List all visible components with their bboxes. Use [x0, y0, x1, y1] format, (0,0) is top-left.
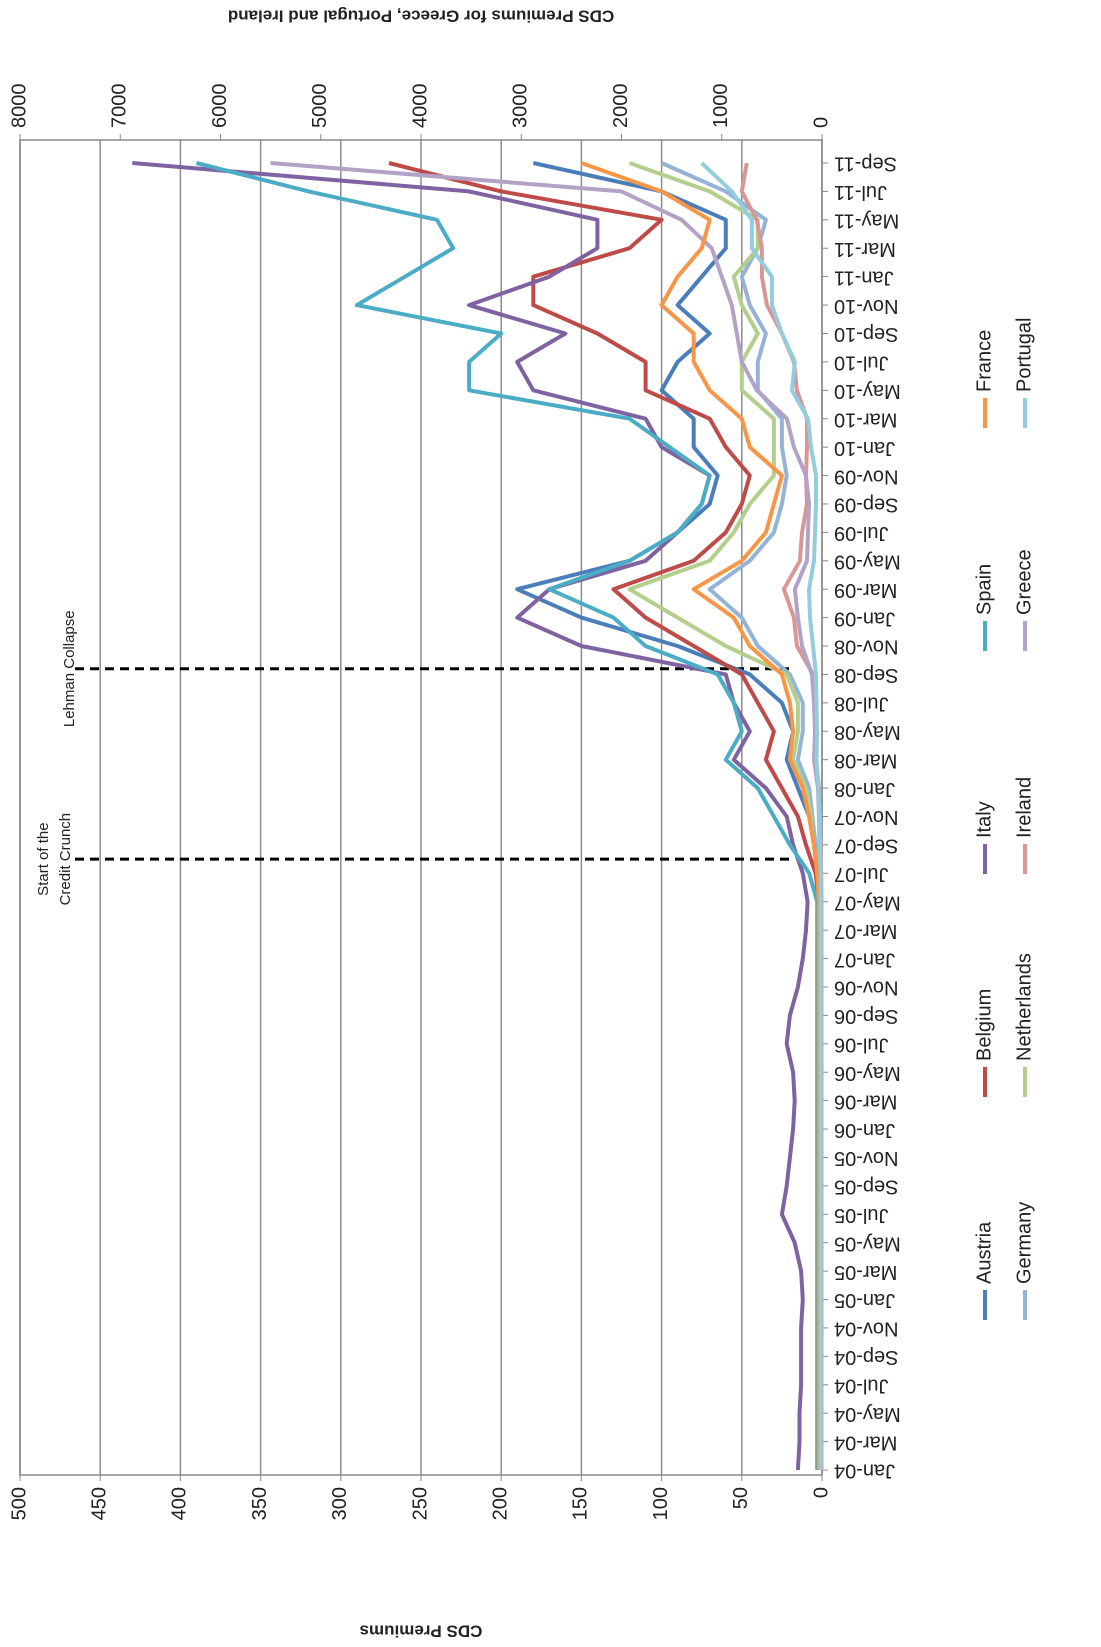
- x-tick-label: Nov-04: [834, 1318, 898, 1340]
- x-tick-label: Nov-09: [834, 465, 898, 487]
- series-line: [700, 161, 823, 1470]
- y2-tick-label: 2000: [610, 84, 632, 129]
- x-tick-label: Mar-07: [834, 920, 897, 942]
- legend-label: Austria: [973, 1221, 995, 1284]
- x-tick-label: Sep-05: [834, 1176, 899, 1198]
- x-tick-label: Sep-10: [834, 323, 899, 345]
- legend-label: Belgium: [973, 989, 995, 1061]
- y2-tick-label: 7000: [109, 84, 131, 129]
- x-tick-label: Nov-05: [834, 1147, 898, 1169]
- legend-label: Netherlands: [1013, 953, 1035, 1061]
- x-tick-label: May-09: [834, 551, 901, 573]
- series-line: [580, 161, 821, 1470]
- legend-label: Ireland: [1013, 777, 1035, 838]
- y2-tick-label: 8000: [8, 84, 30, 129]
- x-tick-label: Jan-09: [834, 607, 895, 629]
- x-tick-label: May-07: [834, 891, 901, 913]
- x-tick-label: Nov-08: [834, 636, 898, 658]
- x-tick-label: May-10: [834, 380, 901, 402]
- y2-axis-title: CDS Premiums for Greece, Portugal and Ir…: [228, 7, 614, 26]
- y-tick-label: 100: [650, 1487, 672, 1520]
- series-line: [195, 161, 820, 1470]
- x-tick-label: Jan-04: [834, 1460, 895, 1482]
- x-tick-label: Jul-06: [834, 1034, 888, 1056]
- x-tick-label: Mar-06: [834, 1090, 897, 1112]
- plot-border: [19, 139, 823, 1476]
- legend-label: Spain: [973, 564, 995, 615]
- x-tick-label: May-06: [834, 1062, 901, 1084]
- legend-label: Greece: [1013, 549, 1035, 615]
- x-tick-label: Nov-10: [834, 295, 898, 317]
- x-tick-label: Jul-11: [834, 181, 887, 203]
- x-tick-label: Mar-08: [834, 749, 897, 771]
- x-tick-label: Jul-09: [834, 522, 888, 544]
- y-tick-label: 200: [489, 1487, 511, 1520]
- y-tick-label: 250: [409, 1487, 431, 1520]
- y2-tick-label: 3000: [510, 84, 532, 129]
- x-tick-label: Jul-08: [834, 693, 888, 715]
- x-tick-label: Sep-04: [834, 1346, 899, 1368]
- y-tick-label: 300: [329, 1487, 351, 1520]
- x-tick-label: Jan-05: [834, 1289, 895, 1311]
- x-tick-label: Jul-10: [834, 352, 888, 374]
- x-tick-label: Mar-04: [834, 1431, 897, 1453]
- y-tick-label: 350: [249, 1487, 271, 1520]
- y2-tick-label: 0: [810, 117, 832, 128]
- x-tick-label: May-11: [834, 210, 899, 232]
- x-tick-label: Mar-09: [834, 579, 897, 601]
- x-tick-label: Sep-09: [834, 494, 899, 516]
- y-tick-label: 0: [810, 1487, 832, 1498]
- y2-tick-label: 4000: [409, 84, 431, 129]
- x-tick-label: Sep-07: [834, 835, 899, 857]
- annotation: Lehman Collapse: [61, 610, 78, 727]
- annotation: Credit Crunch: [57, 813, 74, 906]
- x-tick-label: Jan-08: [834, 778, 895, 800]
- legend-label: France: [973, 330, 995, 392]
- x-tick-label: Jan-11: [834, 266, 894, 288]
- x-tick-label: Nov-07: [834, 806, 898, 828]
- x-tick-label: Jul-05: [834, 1204, 888, 1226]
- legend-label: Germany: [1013, 1202, 1035, 1284]
- x-tick-label: Mar-11: [834, 238, 896, 260]
- x-tick-label: Nov-06: [834, 977, 898, 999]
- x-tick-label: Jan-06: [834, 1119, 895, 1141]
- x-tick-label: May-08: [834, 721, 901, 743]
- x-tick-label: Jan-10: [834, 437, 895, 459]
- x-tick-label: Sep-08: [834, 664, 899, 686]
- x-tick-label: Jul-07: [834, 863, 888, 885]
- x-tick-label: Sep-11: [834, 153, 897, 175]
- y2-tick-label: 6000: [209, 84, 231, 129]
- x-tick-label: Mar-05: [834, 1261, 897, 1283]
- y-tick-label: 500: [8, 1487, 30, 1520]
- x-tick-label: Jan-07: [834, 948, 895, 970]
- x-tick-label: May-04: [834, 1403, 901, 1425]
- y-tick-label: 400: [169, 1487, 191, 1520]
- rotated-chart: 0501001502002503003504004505000100020003…: [8, 7, 1035, 1641]
- x-tick-label: May-05: [834, 1232, 901, 1254]
- annotation: Start of the: [35, 822, 52, 895]
- y-tick-label: 150: [570, 1487, 592, 1520]
- x-tick-label: Jul-04: [834, 1374, 888, 1396]
- y2-tick-label: 1000: [710, 84, 732, 129]
- legend-label: Portugal: [1013, 318, 1035, 393]
- y2-tick-label: 5000: [309, 84, 331, 129]
- y-axis-title: CDS Premiums: [360, 1622, 483, 1641]
- x-tick-label: Mar-10: [834, 408, 897, 430]
- y-tick-label: 450: [88, 1487, 110, 1520]
- series-line: [388, 161, 821, 1470]
- series-line: [270, 161, 823, 1470]
- legend-label: Italy: [973, 801, 995, 838]
- x-tick-label: Sep-06: [834, 1005, 899, 1027]
- series-line: [132, 161, 810, 1471]
- y-tick-label: 50: [730, 1487, 752, 1509]
